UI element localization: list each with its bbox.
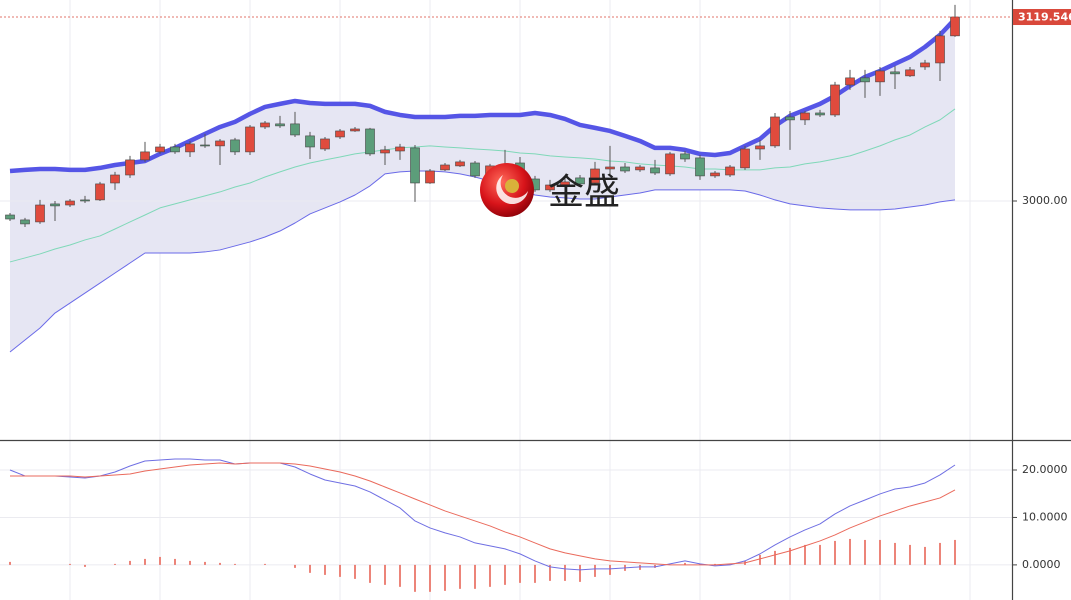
- candle-body: [365, 128, 375, 155]
- logo-dot: [505, 179, 519, 193]
- candle-body: [725, 166, 735, 176]
- candle-body: [410, 147, 420, 184]
- price-label: 3119.546: [1018, 11, 1071, 24]
- candle-body: [305, 135, 315, 148]
- candle-body: [425, 170, 435, 184]
- plot-area: [0, 0, 1012, 600]
- candle-body: [80, 199, 90, 202]
- series-line: [9, 17, 957, 174]
- candle-body: [680, 153, 690, 160]
- candle-body: [20, 219, 30, 225]
- candle-body: [95, 183, 105, 201]
- candle-body: [620, 166, 630, 172]
- candle-body: [455, 161, 465, 167]
- watermark-text: 金盛: [548, 172, 620, 213]
- candle-body: [290, 123, 300, 136]
- y-tick-label: 3000.00: [1022, 194, 1068, 207]
- candle-body: [710, 172, 720, 177]
- candle-body: [755, 145, 765, 150]
- candle-body: [935, 35, 945, 64]
- candle-body: [230, 139, 240, 153]
- candle-body: [905, 69, 915, 77]
- candle-body: [890, 71, 900, 75]
- candle-body: [275, 123, 285, 127]
- candle-body: [575, 177, 585, 185]
- candle-body: [50, 203, 60, 207]
- candle-body: [320, 138, 330, 150]
- candle-body: [395, 146, 405, 152]
- candle-body: [635, 166, 645, 171]
- y-tick-label: 10.0000: [1022, 510, 1068, 523]
- candle-body: [860, 77, 870, 83]
- y-tick-label: 0.0000: [1022, 558, 1061, 571]
- y-tick-label: 20.0000: [1022, 463, 1068, 476]
- candle-body: [140, 151, 150, 161]
- candle-body: [830, 84, 840, 116]
- price-label-box: [1013, 9, 1071, 26]
- candle-body: [800, 112, 810, 121]
- candle-body: [665, 153, 675, 175]
- candle-body: [335, 130, 345, 138]
- series-line: [9, 458, 956, 571]
- candle-body: [920, 62, 930, 68]
- candle-body: [815, 112, 825, 116]
- candle-body: [170, 146, 180, 153]
- candle-body: [845, 77, 855, 86]
- candle-body: [5, 214, 15, 220]
- candle-body: [695, 157, 705, 177]
- series-line: [9, 108, 956, 263]
- logo-crescent: [496, 175, 528, 205]
- candle-body: [65, 200, 75, 206]
- candle-body: [380, 149, 390, 154]
- candle-body: [590, 168, 600, 184]
- candle-body: [200, 144, 210, 147]
- candle-body: [470, 162, 480, 177]
- candle-body: [215, 140, 225, 147]
- candle-body: [950, 16, 960, 37]
- watermark: 金盛: [480, 163, 620, 217]
- candle-body: [545, 184, 555, 191]
- candle-body: [605, 166, 615, 170]
- candle-body: [560, 181, 570, 186]
- candle-body: [125, 159, 135, 176]
- y-axis: 3000.00 3119.546 20.0000 10.0000 0.0000: [1012, 9, 1071, 571]
- candle-body: [440, 164, 450, 171]
- candle-body: [875, 70, 885, 83]
- candle-body: [350, 128, 360, 132]
- candle-body: [155, 146, 165, 153]
- candle-body: [740, 148, 750, 169]
- candle-body: [785, 116, 795, 121]
- candle-body: [260, 122, 270, 128]
- candle-body: [35, 204, 45, 223]
- series-line: [10, 462, 956, 566]
- candle-body: [245, 126, 255, 153]
- candle-body: [770, 116, 780, 147]
- candle-body: [650, 167, 660, 174]
- candle-body: [110, 174, 120, 184]
- candle-body: [185, 143, 195, 153]
- band-fill: [10, 18, 955, 352]
